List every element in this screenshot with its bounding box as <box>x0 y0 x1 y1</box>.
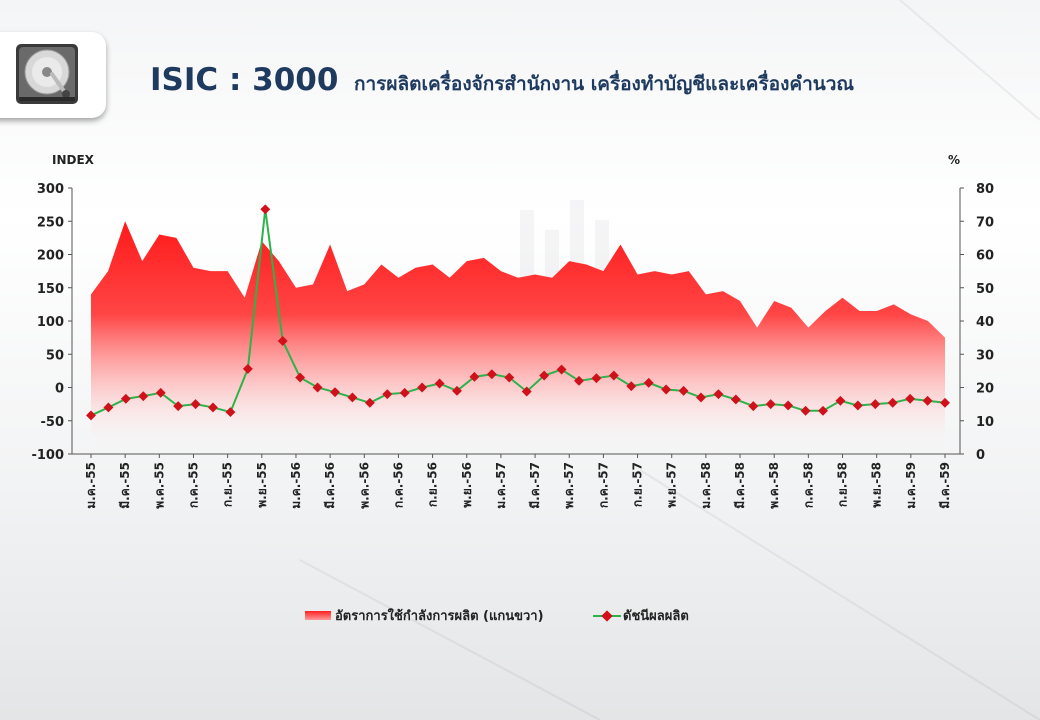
index-point <box>730 394 741 405</box>
index-point <box>434 378 445 389</box>
index-point <box>661 384 672 395</box>
chart-legend: อัตราการใช้กำลังการผลิต (แกนขวา) ดัชนีผล… <box>0 605 1040 625</box>
index-point <box>242 363 253 374</box>
x-tick-label: พ.ค.-58 <box>767 462 781 509</box>
title-code: ISIC : 3000 <box>150 62 339 98</box>
x-tick-label: มี.ค.-57 <box>528 462 542 509</box>
title-description: การผลิตเครื่องจักรสำนักงาน เครื่องทำบัญช… <box>354 73 855 95</box>
x-tick-label: มี.ค.-55 <box>118 462 132 509</box>
index-point <box>905 393 916 404</box>
logo-panel <box>0 32 106 118</box>
x-tick-label: พ.ย.-55 <box>255 462 269 508</box>
right-tick-label: 60 <box>976 249 994 264</box>
index-point <box>173 401 184 412</box>
index-point <box>556 364 567 375</box>
left-tick-label: -100 <box>31 448 64 463</box>
x-tick-label: มี.ค.-59 <box>938 462 952 509</box>
left-tick-label: 250 <box>37 215 64 230</box>
legend-label-index: ดัชนีผลผลิต <box>623 609 689 624</box>
left-tick-label: 300 <box>37 182 64 197</box>
hard-drive-icon <box>16 44 78 104</box>
index-point <box>940 397 950 408</box>
index-point <box>138 391 149 402</box>
legend-label-capacity: อัตราการใช้กำลังการผลิต (แกนขวา) <box>335 609 544 624</box>
x-tick-label: ก.ค.-56 <box>391 462 405 508</box>
index-point <box>678 385 689 396</box>
x-tick-label: มี.ค.-58 <box>733 462 747 509</box>
legend-swatch-area <box>305 611 331 620</box>
index-point <box>608 370 619 381</box>
left-tick-label: -50 <box>41 415 65 430</box>
x-tick-label: ก.ย.-55 <box>221 462 235 507</box>
x-tick-label: พ.ย.-58 <box>870 462 884 508</box>
x-tick-label: พ.ค.-55 <box>152 462 166 509</box>
index-point <box>818 405 828 416</box>
x-tick-label: ก.ค.-58 <box>801 462 815 508</box>
index-point <box>260 204 271 215</box>
left-tick-label: 50 <box>46 348 64 363</box>
x-tick-label: พ.ย.-57 <box>665 462 679 508</box>
index-point <box>539 370 550 381</box>
index-point <box>486 369 497 380</box>
index-point <box>852 400 863 411</box>
x-tick-label: ม.ค.-57 <box>494 462 508 509</box>
x-tick-label: มี.ค.-56 <box>323 462 337 509</box>
x-tick-label: ม.ค.-58 <box>699 462 713 509</box>
index-point <box>469 371 480 382</box>
index-point <box>190 399 201 410</box>
left-tick-label: 0 <box>55 382 64 397</box>
index-point <box>835 395 846 406</box>
right-tick-label: 30 <box>976 348 994 363</box>
left-tick-label: 100 <box>37 315 64 330</box>
index-point <box>225 407 236 418</box>
production-index-chart: 300250200150100500-50-100807060504030201… <box>31 153 994 509</box>
index-point <box>521 386 532 397</box>
index-point <box>696 392 706 403</box>
x-tick-label: ม.ค.-59 <box>904 462 918 509</box>
legend-swatch-line <box>593 609 621 622</box>
right-tick-label: 10 <box>976 415 994 430</box>
index-point <box>626 381 637 392</box>
right-tick-label: 0 <box>976 448 985 463</box>
x-tick-label: ม.ค.-55 <box>84 462 98 509</box>
index-point <box>277 336 288 346</box>
x-tick-label: ก.ค.-57 <box>596 462 610 508</box>
x-tick-label: ม.ค.-56 <box>289 462 303 509</box>
x-tick-label: พ.ค.-56 <box>357 462 371 509</box>
x-tick-label: พ.ย.-56 <box>460 462 474 508</box>
legend-item-capacity: อัตราการใช้กำลังการผลิต (แกนขวา) <box>305 605 544 626</box>
right-tick-label: 70 <box>976 215 994 230</box>
left-tick-label: 150 <box>37 282 64 297</box>
x-tick-label: ก.ย.-58 <box>836 462 850 507</box>
page-title: ISIC : 3000 การผลิตเครื่องจักรสำนักงาน เ… <box>150 62 854 99</box>
right-tick-label: 20 <box>976 382 994 397</box>
index-point <box>783 400 794 411</box>
index-point <box>870 399 881 410</box>
right-tick-label: 40 <box>976 315 994 330</box>
right-tick-label: 80 <box>976 182 994 197</box>
right-axis-title: % <box>948 153 960 167</box>
index-point <box>208 402 218 413</box>
index-point <box>591 373 602 384</box>
index-point <box>155 387 166 398</box>
index-point <box>765 399 776 410</box>
right-tick-label: 50 <box>976 282 994 297</box>
index-point <box>922 395 933 406</box>
x-tick-label: พ.ค.-57 <box>562 462 576 509</box>
index-point <box>887 397 898 408</box>
index-point <box>748 401 759 412</box>
capacity-area <box>91 221 945 454</box>
x-tick-label: ก.ย.-56 <box>426 462 440 507</box>
index-point <box>643 377 654 388</box>
index-point <box>713 389 724 400</box>
x-tick-label: ก.ย.-57 <box>631 462 645 507</box>
legend-item-index: ดัชนีผลผลิต <box>593 605 689 626</box>
x-tick-label: ก.ค.-55 <box>186 462 200 508</box>
index-point <box>574 375 584 386</box>
index-point <box>452 385 462 396</box>
index-point <box>800 405 811 416</box>
left-axis-title: INDEX <box>52 153 95 167</box>
index-point <box>364 397 375 408</box>
left-tick-label: 200 <box>37 249 64 264</box>
